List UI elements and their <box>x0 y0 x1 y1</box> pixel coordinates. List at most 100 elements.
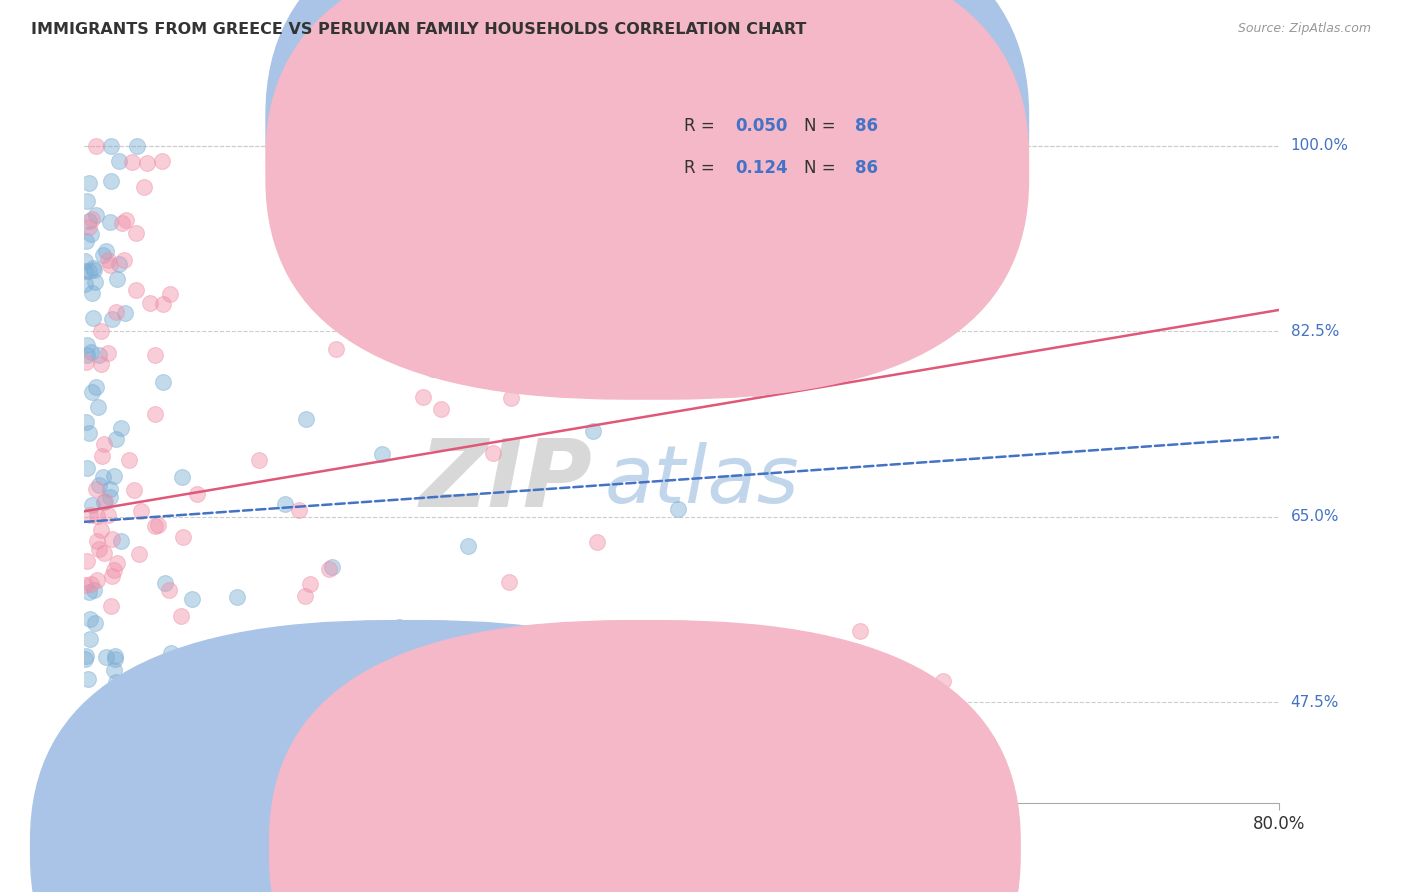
Point <box>76 554 98 568</box>
Point <box>84 208 107 222</box>
Text: Immigrants from Greece: Immigrants from Greece <box>433 840 621 855</box>
Text: ZIP: ZIP <box>419 435 592 527</box>
Point <box>288 502 311 516</box>
Point <box>80 285 103 300</box>
Point <box>181 591 204 606</box>
Text: 0.124: 0.124 <box>735 159 789 177</box>
Point <box>110 420 132 434</box>
Point <box>94 494 117 508</box>
Point <box>98 491 121 505</box>
Point <box>225 658 247 673</box>
Point <box>571 377 593 392</box>
Point <box>782 292 804 306</box>
Point <box>422 361 444 376</box>
Point <box>150 154 173 169</box>
Point <box>170 609 193 624</box>
Point <box>152 376 174 390</box>
Point <box>118 453 141 467</box>
Point <box>479 270 502 285</box>
Point <box>80 731 103 746</box>
Point <box>146 518 169 533</box>
Point <box>298 576 321 591</box>
Text: 100.0%: 100.0% <box>1291 138 1348 153</box>
Point <box>84 380 107 394</box>
Text: Peruvians: Peruvians <box>672 840 747 855</box>
Point <box>94 244 117 258</box>
Point <box>75 253 97 268</box>
Point <box>104 649 127 664</box>
Point <box>143 407 166 421</box>
Point <box>77 425 100 440</box>
Point <box>159 287 181 301</box>
Point <box>103 663 125 677</box>
Point <box>482 446 505 460</box>
Point <box>931 674 953 689</box>
Point <box>121 154 143 169</box>
Point <box>104 652 127 666</box>
Text: 0.050: 0.050 <box>735 117 789 136</box>
Point <box>75 264 97 278</box>
Point <box>105 557 128 571</box>
Point <box>79 632 101 646</box>
Point <box>498 574 520 589</box>
Point <box>157 583 180 598</box>
Point <box>114 212 136 227</box>
Point <box>97 508 120 523</box>
Point <box>815 677 838 691</box>
Point <box>100 599 122 614</box>
Point <box>522 695 544 709</box>
Point <box>86 533 108 548</box>
Point <box>107 153 129 168</box>
Point <box>76 338 98 352</box>
Point <box>90 357 112 371</box>
Point <box>77 728 100 742</box>
Point <box>76 194 98 209</box>
FancyBboxPatch shape <box>266 0 1029 399</box>
Point <box>83 719 105 733</box>
Point <box>86 574 108 588</box>
Point <box>75 355 97 369</box>
Point <box>77 584 100 599</box>
Text: atlas: atlas <box>605 442 799 520</box>
Point <box>79 612 101 626</box>
Point <box>77 214 100 228</box>
Point <box>87 478 110 492</box>
Point <box>87 542 110 557</box>
Point <box>247 452 270 467</box>
Point <box>91 248 114 262</box>
Point <box>104 432 127 446</box>
Point <box>107 257 129 271</box>
Point <box>371 447 394 461</box>
Point <box>82 311 104 326</box>
Point <box>412 390 434 404</box>
Point <box>101 532 124 546</box>
Point <box>90 324 112 338</box>
Text: 47.5%: 47.5% <box>1291 695 1339 710</box>
Point <box>94 649 117 664</box>
Point <box>744 381 766 395</box>
Point <box>666 502 689 516</box>
Point <box>103 564 125 578</box>
Text: 86: 86 <box>855 117 879 136</box>
Point <box>457 539 479 553</box>
Point <box>337 681 360 696</box>
Point <box>100 312 122 326</box>
Point <box>84 275 107 289</box>
Point <box>83 263 105 277</box>
Point <box>105 305 128 319</box>
Point <box>429 402 451 417</box>
Point <box>98 482 121 496</box>
Point <box>80 576 103 591</box>
Point <box>90 449 112 463</box>
Point <box>132 180 155 194</box>
FancyBboxPatch shape <box>605 86 957 207</box>
Point <box>342 138 364 153</box>
Point <box>90 523 112 537</box>
Point <box>80 711 103 725</box>
Point <box>75 277 97 291</box>
Point <box>77 176 100 190</box>
Point <box>86 749 108 764</box>
Text: 65.0%: 65.0% <box>1291 509 1339 524</box>
Point <box>160 646 183 660</box>
Point <box>585 643 607 657</box>
